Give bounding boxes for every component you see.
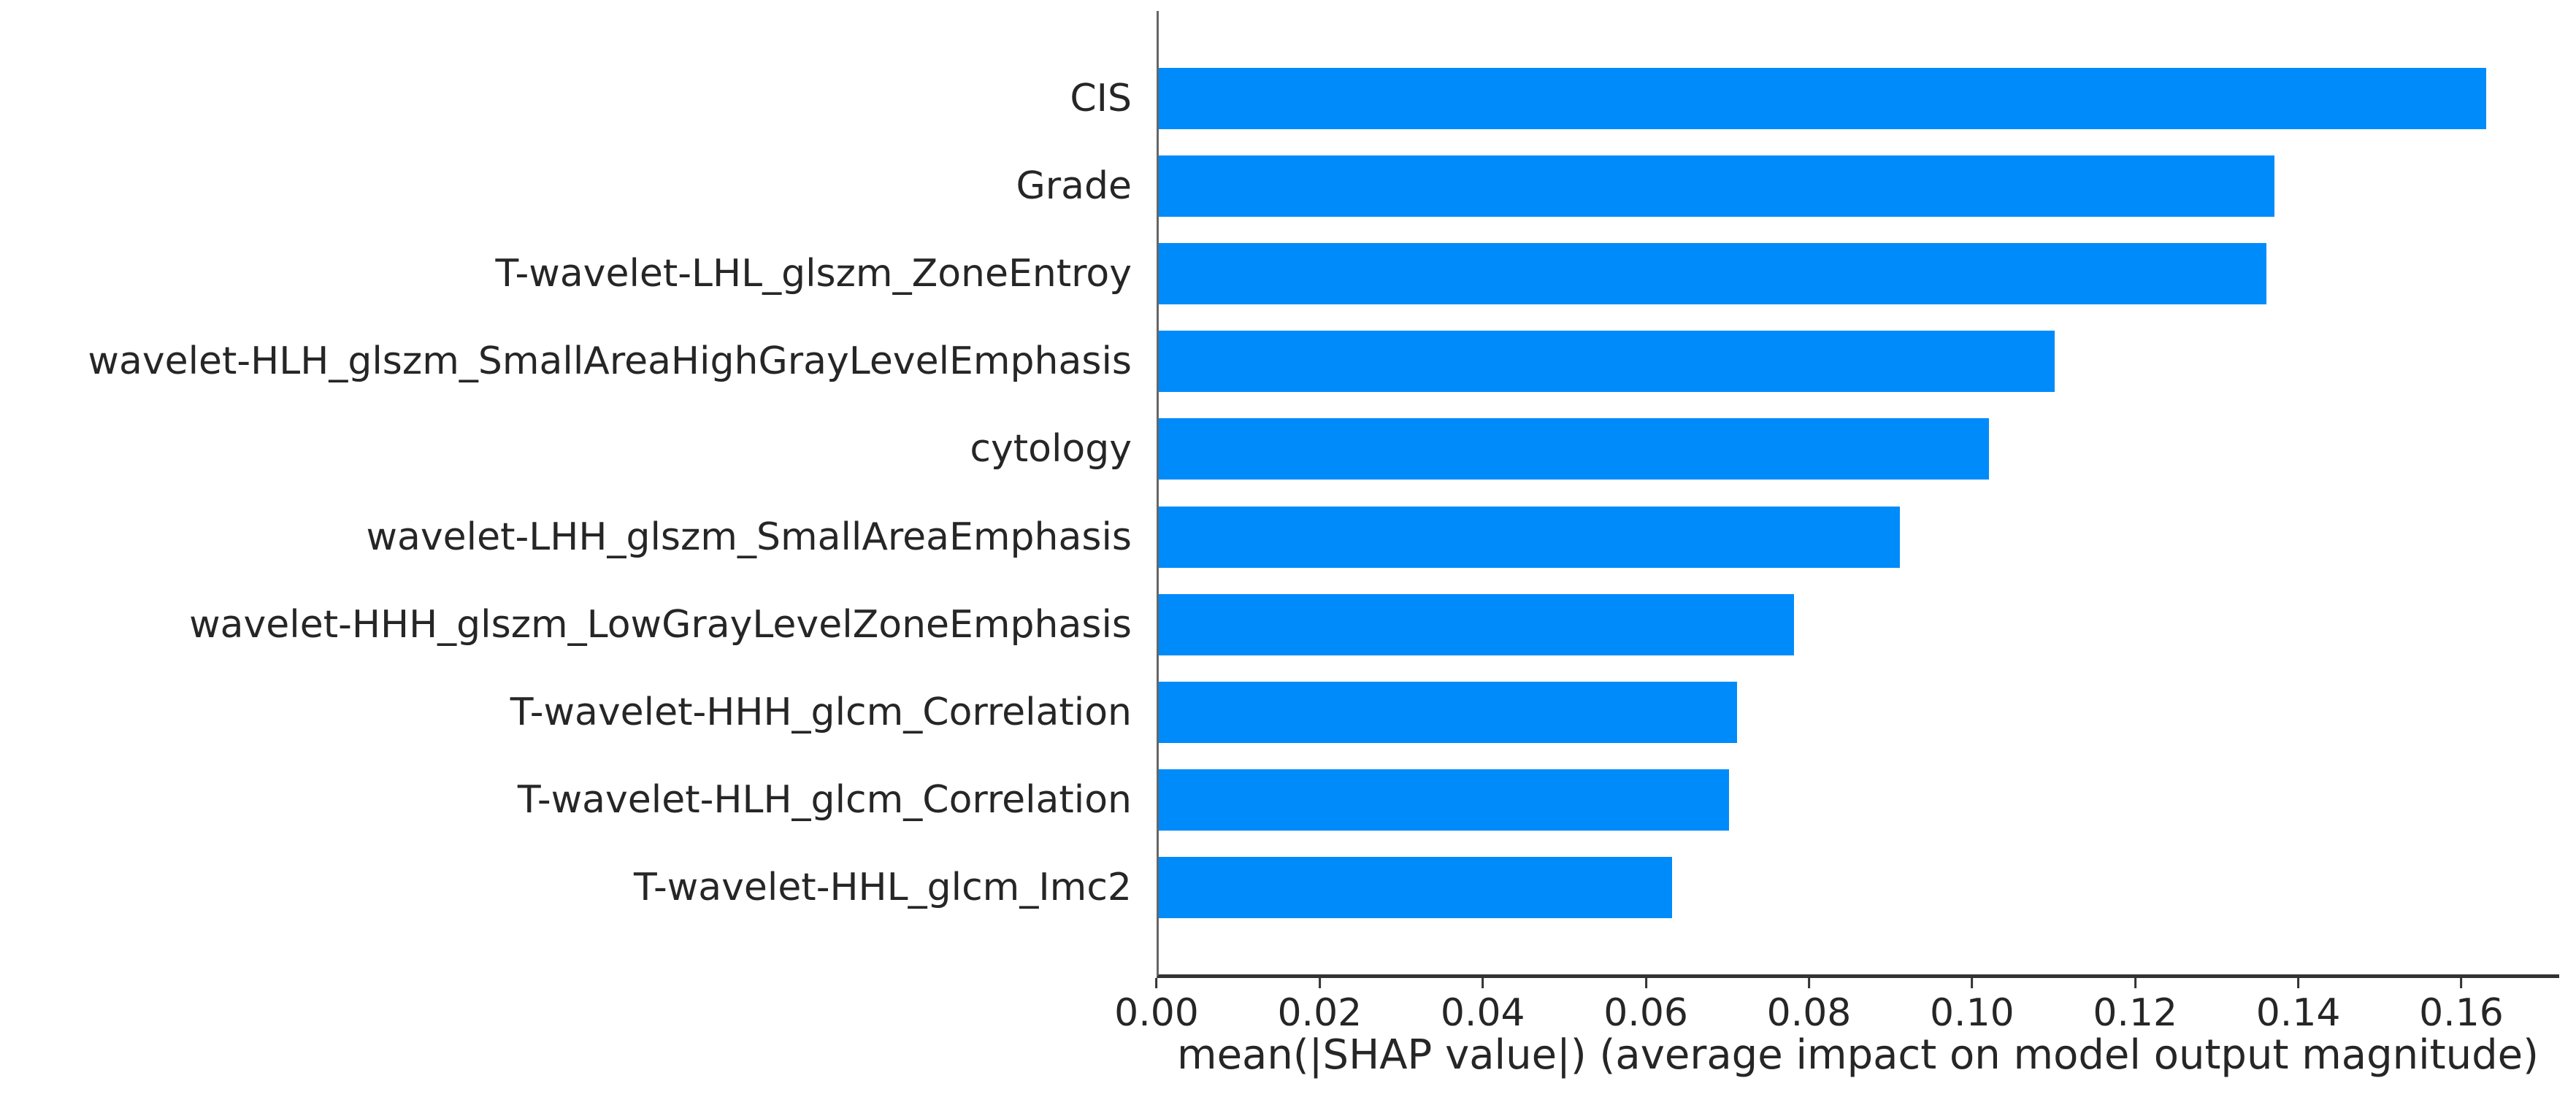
x-tick-mark xyxy=(2460,978,2463,988)
x-tick: 0.16 xyxy=(2419,978,2504,1032)
x-tick: 0.12 xyxy=(2093,978,2177,1032)
x-tick: 0.02 xyxy=(1277,978,1362,1032)
x-tick-mark xyxy=(2134,978,2136,988)
x-tick-label: 0.16 xyxy=(2419,991,2504,1035)
x-tick: 0.10 xyxy=(1930,978,2015,1032)
x-tick: 0.14 xyxy=(2255,978,2341,1035)
bar xyxy=(1159,593,1794,655)
bar xyxy=(1159,331,2055,393)
bar xyxy=(1159,856,1672,918)
y-tick-label: Grade xyxy=(1016,164,1132,209)
y-tick-label: wavelet-HLH_glszm_SmallAreaHighGrayLevel… xyxy=(88,339,1132,384)
bar-row xyxy=(1159,55,2559,142)
bar xyxy=(1159,155,2274,218)
x-tick-label: 0.02 xyxy=(1277,991,1362,1035)
bar xyxy=(1159,769,1729,831)
x-tick-mark xyxy=(2297,978,2300,988)
y-tick-label: T-wavelet-HHH_glcm_Correlation xyxy=(510,690,1132,734)
x-tick: 0.04 xyxy=(1441,978,1525,1032)
y-tick-label: wavelet-LHH_glszm_SmallAreaEmphasis xyxy=(366,515,1132,559)
y-tick-label: T-wavelet-HLH_glcm_Correlation xyxy=(517,777,1132,822)
bar-row xyxy=(1159,581,2559,669)
bar-row xyxy=(1159,669,2559,756)
x-tick-mark xyxy=(1155,978,1158,988)
x-tick-mark xyxy=(1971,978,1974,988)
y-tick-label: wavelet-HHH_glszm_LowGrayLevelZoneEmphas… xyxy=(189,602,1132,647)
y-tick-label: T-wavelet-LHL_glszm_ZoneEntroy xyxy=(495,252,1132,296)
bar xyxy=(1159,418,1990,480)
x-tick-label: 0.14 xyxy=(2255,991,2341,1035)
x-tick-mark xyxy=(1644,978,1647,988)
bar-row xyxy=(1159,756,2559,844)
bar xyxy=(1159,243,2266,305)
bar-row xyxy=(1159,317,2559,405)
x-axis-title: mean(|SHAP value|) (average impact on mo… xyxy=(1177,1031,2539,1079)
x-tick: 0.08 xyxy=(1766,978,1852,1035)
x-tick-label: 0.06 xyxy=(1603,991,1688,1035)
x-tick-mark xyxy=(1481,978,1484,988)
bar-row xyxy=(1159,493,2559,580)
plot-area xyxy=(1157,11,2559,978)
x-tick-label: 0.12 xyxy=(2093,991,2178,1035)
x-tick-mark xyxy=(1318,978,1321,988)
bar-row xyxy=(1159,230,2559,317)
x-tick: 0.06 xyxy=(1603,978,1688,1032)
bar-row xyxy=(1159,844,2559,931)
x-tick: 0.00 xyxy=(1114,978,1199,1032)
x-tick-label: 0.04 xyxy=(1440,991,1525,1035)
bar xyxy=(1159,506,1900,568)
bar-row xyxy=(1159,142,2559,230)
bar xyxy=(1159,681,1737,743)
bar-row xyxy=(1159,405,2559,493)
y-tick-label: CIS xyxy=(1070,77,1132,121)
x-tick-label: 0.08 xyxy=(1766,991,1852,1035)
y-tick-label: cytology xyxy=(970,427,1132,471)
bar xyxy=(1159,68,2486,130)
y-tick-label: T-wavelet-HHL_glcm_Imc2 xyxy=(633,865,1132,909)
x-tick-mark xyxy=(1807,978,1810,988)
x-tick-label: 0.10 xyxy=(1929,991,2015,1035)
x-tick-label: 0.00 xyxy=(1114,991,1199,1035)
x-axis-ticks: 0.00 0.02 0.04 0.06 0.08 0.10 0.12 0.14 0.16 xyxy=(1114,978,2559,1044)
